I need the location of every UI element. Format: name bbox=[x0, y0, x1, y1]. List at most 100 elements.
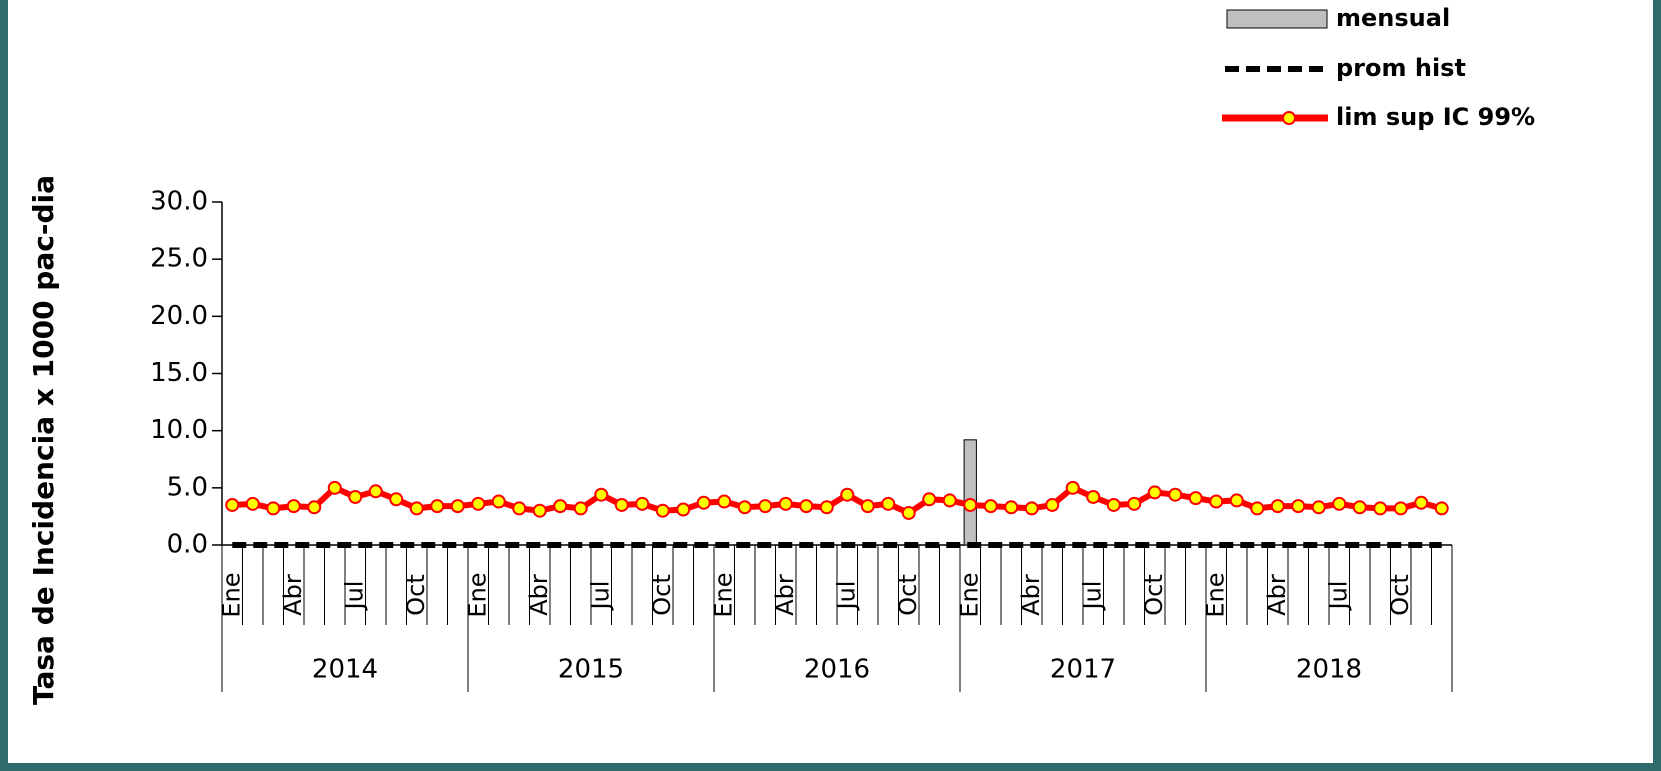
marker bbox=[1024, 501, 1039, 516]
marker bbox=[1352, 500, 1367, 515]
marker bbox=[532, 503, 547, 518]
marker bbox=[778, 496, 793, 511]
marker bbox=[840, 487, 855, 502]
x-tick-label: Abr bbox=[1263, 574, 1291, 616]
x-tick-label: Ene bbox=[217, 572, 245, 617]
group-label: 2016 bbox=[804, 655, 870, 685]
marker bbox=[512, 501, 527, 516]
y-tick-label: 30.0 bbox=[150, 187, 208, 217]
marker bbox=[1229, 493, 1244, 508]
marker bbox=[1106, 497, 1121, 512]
legend-label: prom hist bbox=[1336, 54, 1466, 82]
marker bbox=[368, 484, 383, 499]
x-tick-label: Abr bbox=[771, 574, 799, 616]
marker bbox=[983, 499, 998, 514]
legend-marker bbox=[1282, 111, 1296, 125]
marker bbox=[1414, 495, 1429, 510]
marker bbox=[1004, 500, 1019, 515]
marker bbox=[1127, 496, 1142, 511]
marker bbox=[881, 496, 896, 511]
x-tick-label: Oct bbox=[1386, 574, 1414, 616]
marker bbox=[389, 492, 404, 507]
y-tick-label: 25.0 bbox=[150, 244, 208, 274]
marker bbox=[901, 505, 916, 520]
marker bbox=[491, 494, 506, 509]
marker bbox=[942, 493, 957, 508]
marker bbox=[1086, 489, 1101, 504]
marker bbox=[1393, 501, 1408, 516]
marker bbox=[1434, 501, 1449, 516]
bar bbox=[963, 439, 977, 546]
marker bbox=[1065, 480, 1080, 495]
y-tick-label: 0.0 bbox=[167, 530, 208, 560]
marker bbox=[1168, 487, 1183, 502]
marker bbox=[963, 497, 978, 512]
marker bbox=[266, 501, 281, 516]
x-tick-label: Oct bbox=[1140, 574, 1168, 616]
marker bbox=[819, 500, 834, 515]
marker bbox=[327, 480, 342, 495]
group-label: 2015 bbox=[558, 655, 624, 685]
marker bbox=[1291, 499, 1306, 514]
y-tick-label: 10.0 bbox=[150, 415, 208, 445]
x-tick-label: Jul bbox=[586, 581, 614, 612]
x-tick-label: Ene bbox=[463, 572, 491, 617]
chart-background bbox=[8, 0, 1653, 763]
marker bbox=[450, 499, 465, 514]
x-tick-label: Ene bbox=[1201, 572, 1229, 617]
x-tick-label: Oct bbox=[648, 574, 676, 616]
y-tick-label: 20.0 bbox=[150, 301, 208, 331]
y-tick-label: 15.0 bbox=[150, 358, 208, 388]
marker bbox=[409, 501, 424, 516]
marker bbox=[307, 500, 322, 515]
marker bbox=[799, 499, 814, 514]
marker bbox=[1147, 485, 1162, 500]
x-tick-label: Ene bbox=[955, 572, 983, 617]
y-tick-label: 5.0 bbox=[167, 472, 208, 502]
marker bbox=[717, 494, 732, 509]
marker bbox=[737, 500, 752, 515]
marker bbox=[614, 497, 629, 512]
x-tick-label: Ene bbox=[709, 572, 737, 617]
marker bbox=[696, 495, 711, 510]
marker bbox=[553, 499, 568, 514]
marker bbox=[1332, 496, 1347, 511]
marker bbox=[430, 499, 445, 514]
x-tick-label: Jul bbox=[1324, 581, 1352, 612]
marker bbox=[1250, 501, 1265, 516]
legend-label: mensual bbox=[1336, 4, 1450, 32]
marker bbox=[758, 499, 773, 514]
x-tick-label: Abr bbox=[1017, 574, 1045, 616]
marker bbox=[286, 499, 301, 514]
x-tick-label: Jul bbox=[832, 581, 860, 612]
group-label: 2017 bbox=[1050, 655, 1116, 685]
marker bbox=[655, 503, 670, 518]
legend-swatch bbox=[1226, 9, 1328, 29]
group-label: 2018 bbox=[1296, 655, 1362, 685]
marker bbox=[573, 501, 588, 516]
marker bbox=[1045, 497, 1060, 512]
marker bbox=[245, 496, 260, 511]
x-tick-label: Abr bbox=[525, 574, 553, 616]
marker bbox=[635, 496, 650, 511]
legend-label: lim sup IC 99% bbox=[1336, 103, 1535, 131]
marker bbox=[1311, 500, 1326, 515]
marker bbox=[1373, 501, 1388, 516]
marker bbox=[348, 489, 363, 504]
marker bbox=[676, 502, 691, 517]
marker bbox=[922, 492, 937, 507]
x-tick-label: Jul bbox=[1078, 581, 1106, 612]
marker bbox=[225, 497, 240, 512]
x-tick-label: Oct bbox=[402, 574, 430, 616]
x-tick-label: Oct bbox=[894, 574, 922, 616]
marker bbox=[1188, 491, 1203, 506]
marker bbox=[1209, 494, 1224, 509]
marker bbox=[594, 487, 609, 502]
x-tick-label: Abr bbox=[279, 574, 307, 616]
y-axis-title: Tasa de Incidencia x 1000 pac-dia bbox=[27, 175, 60, 705]
marker bbox=[471, 496, 486, 511]
x-tick-label: Jul bbox=[340, 581, 368, 612]
marker bbox=[860, 499, 875, 514]
